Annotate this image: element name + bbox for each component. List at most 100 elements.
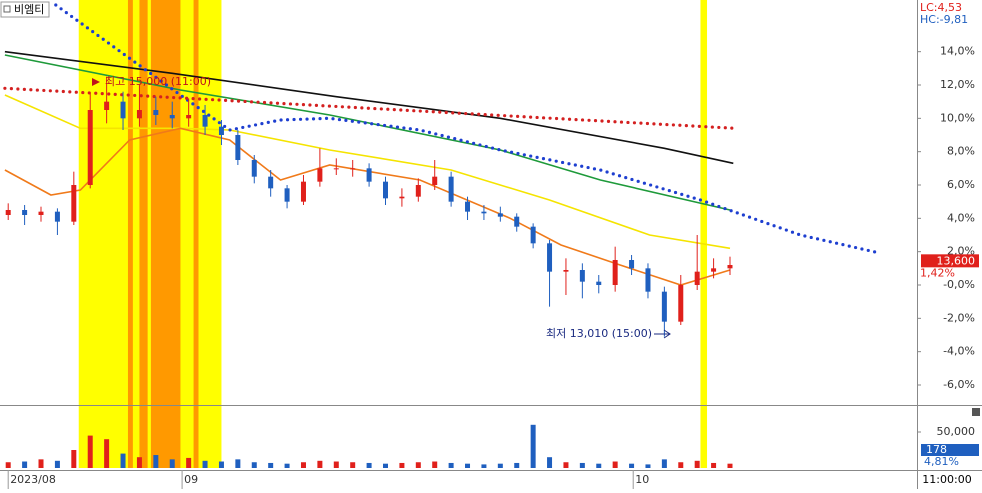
volume-bar (432, 461, 438, 468)
title-box (0, 1, 50, 18)
volume-bar (300, 462, 306, 468)
candle-body (711, 268, 717, 272)
candle-body (366, 168, 372, 182)
candle-body (300, 181, 306, 202)
candle-body (5, 210, 11, 215)
volume-bar (661, 459, 667, 468)
volume-bar (235, 459, 241, 468)
volume-bar (497, 463, 503, 468)
candle-body (661, 291, 667, 322)
high-arrow (92, 78, 100, 86)
volume-tick-label: 50,000 (937, 425, 976, 438)
y-tick-label: -6,0% (943, 378, 975, 391)
y-tick-label: -0,0% (943, 278, 975, 291)
candle-body (481, 211, 487, 214)
candle-body (136, 110, 142, 119)
high-annotation: 최고 15,000 (11:00) (105, 75, 211, 88)
volume-bar (563, 462, 569, 468)
candle-body (530, 226, 536, 244)
candle-body (120, 101, 126, 119)
last-price-label: 13,600 (937, 254, 976, 267)
volume-bar (399, 462, 405, 468)
volume-bar (38, 459, 44, 468)
volume-bar (629, 463, 635, 468)
volume-bar (579, 462, 585, 468)
highlight-band (193, 0, 199, 468)
candle-body (87, 110, 93, 185)
highlight-layer (78, 0, 708, 468)
volume-bar (530, 424, 536, 468)
volume-bar (317, 460, 323, 468)
volume-bar (268, 462, 274, 468)
volume-bar (202, 460, 208, 468)
volume-bar (481, 464, 487, 468)
moving-average (4, 54, 731, 211)
y-tick-label: -2,0% (943, 311, 975, 324)
candle-body (54, 211, 60, 222)
candle-body (596, 281, 602, 285)
volume-bar (5, 462, 11, 468)
candle-body (169, 115, 175, 119)
volume-bar (120, 453, 126, 468)
candle-body (645, 268, 651, 292)
volume-bar (186, 457, 192, 468)
volume-bar (333, 461, 339, 468)
highlight-band (700, 0, 708, 468)
highlight-band (150, 0, 181, 468)
candle-body (399, 196, 405, 199)
volume-last-box (921, 444, 979, 456)
volume-bar (678, 462, 684, 468)
candle-body (235, 135, 241, 160)
last-pct-label: 1,42% (920, 266, 955, 279)
volume-bar (448, 462, 454, 468)
candle-body (317, 168, 323, 182)
candle-body (448, 176, 454, 202)
last-price-box (921, 254, 979, 268)
candle-body (284, 188, 290, 202)
volume-bar (711, 462, 717, 468)
candle-body (251, 160, 257, 177)
y-tick-label: -4,0% (943, 345, 975, 358)
volume-bar (366, 462, 372, 468)
candle-body (579, 270, 585, 282)
volume-bar (645, 464, 651, 468)
candle-body (71, 185, 77, 222)
volume-bar (415, 462, 421, 468)
candle-body (333, 168, 339, 170)
volume-bar (727, 463, 733, 468)
candle-body (38, 211, 44, 215)
candle-body (104, 101, 110, 110)
y-tick-label: 8,0% (947, 145, 975, 158)
volume-bar (136, 457, 142, 468)
time-label: 11:00:00 (922, 473, 971, 486)
candle-body (694, 271, 700, 285)
y-tick-label: 6,0% (947, 178, 975, 191)
candle-body (629, 260, 635, 269)
candle-body (497, 213, 503, 217)
candle-body (202, 115, 208, 127)
x-tick-label: 2023/08 (10, 473, 56, 486)
volume-bar (383, 463, 389, 468)
candle-body (465, 201, 471, 212)
volume-bar (54, 460, 60, 468)
volume-bar (694, 460, 700, 468)
y-tick-label: 14,0% (940, 45, 975, 58)
chart-title: 비엠티 (14, 3, 44, 16)
indicator-line (54, 3, 883, 255)
plot-layer (3, 3, 883, 468)
lc-label: LC:4,53 (920, 1, 962, 14)
highlight-band (127, 0, 133, 468)
candle-body (678, 285, 684, 322)
candle-body (350, 168, 356, 170)
candle-body (22, 210, 28, 215)
indicator-line (3, 86, 737, 130)
close-button[interactable] (972, 408, 980, 416)
moving-average (4, 94, 731, 250)
volume-bar (596, 463, 602, 468)
candle-body (432, 176, 438, 185)
volume-bar (169, 459, 175, 468)
candle-body (547, 243, 553, 272)
volume-bar (71, 450, 77, 468)
candle-body (383, 181, 389, 199)
